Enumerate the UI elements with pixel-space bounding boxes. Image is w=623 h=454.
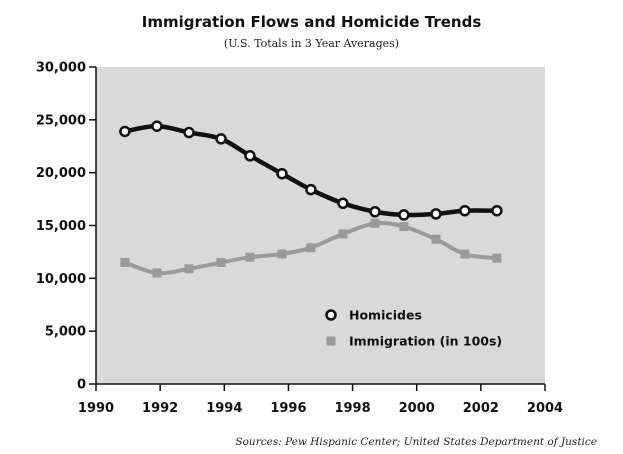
legend: Homicides Immigration (in 100s)	[325, 308, 502, 349]
chart-title: Immigration Flows and Homicide Trends	[141, 13, 482, 31]
x-tick-label: 1990	[78, 401, 114, 416]
homicides-point	[183, 126, 195, 139]
chart-source: Sources: Pew Hispanic Center; United Sta…	[235, 436, 597, 448]
legend-homicides-label: Homicides	[349, 308, 422, 323]
y-tick-label: 15,000	[36, 219, 86, 234]
immigration-point	[306, 243, 316, 253]
homicides-point	[276, 167, 288, 180]
y-tick-label: 25,000	[36, 113, 86, 128]
immigration-point	[338, 229, 348, 239]
x-axis: 1990 1992 1994 1996 1998 2000 2002 2004	[78, 383, 563, 416]
immigration-point	[492, 253, 502, 263]
legend-immigration-marker	[326, 336, 336, 346]
homicides-point	[119, 125, 131, 138]
immigration-point	[370, 218, 380, 228]
homicides-point	[459, 204, 471, 217]
y-tick-label: 5,000	[45, 325, 86, 340]
legend-homicides-marker	[325, 309, 337, 321]
homicides-point	[215, 133, 227, 145]
x-tick-label: 2000	[399, 401, 435, 416]
x-tick-label: 1992	[142, 401, 178, 416]
series-layer	[119, 120, 503, 278]
y-tick-label: 30,000	[36, 61, 86, 76]
immigration-point	[120, 257, 130, 267]
x-tick-label: 1998	[334, 401, 370, 416]
y-tick-label: 0	[77, 378, 86, 393]
immigration-point	[152, 268, 162, 278]
homicides-point	[244, 150, 256, 162]
homicides-point	[398, 209, 410, 221]
immigration-point	[277, 249, 287, 259]
legend-immigration-label: Immigration (in 100s)	[349, 334, 502, 349]
y-tick-label: 10,000	[36, 272, 86, 287]
x-tick-label: 2002	[463, 401, 499, 416]
immigration-point	[399, 222, 409, 232]
immigration-point	[216, 257, 226, 267]
immigration-point	[184, 264, 194, 274]
chart-subtitle: (U.S. Totals in 3 Year Averages)	[223, 37, 400, 50]
homicides-point	[151, 120, 163, 132]
plot-area	[96, 67, 545, 384]
immigration-point	[431, 234, 441, 244]
y-tick-label: 20,000	[36, 166, 86, 181]
homicides-point	[305, 183, 317, 196]
homicides-point	[491, 204, 503, 217]
immigration-point	[245, 252, 255, 262]
x-tick-label: 2004	[527, 401, 563, 416]
homicides-point	[430, 208, 442, 220]
homicides-point	[369, 206, 381, 218]
x-tick-label: 1996	[270, 401, 306, 416]
immigration-point	[460, 249, 470, 259]
x-tick-label: 1994	[206, 401, 242, 416]
y-axis: 0 5,000 10,000 15,000 20,000 25,000 30,000	[36, 61, 97, 393]
homicides-point	[337, 197, 349, 210]
